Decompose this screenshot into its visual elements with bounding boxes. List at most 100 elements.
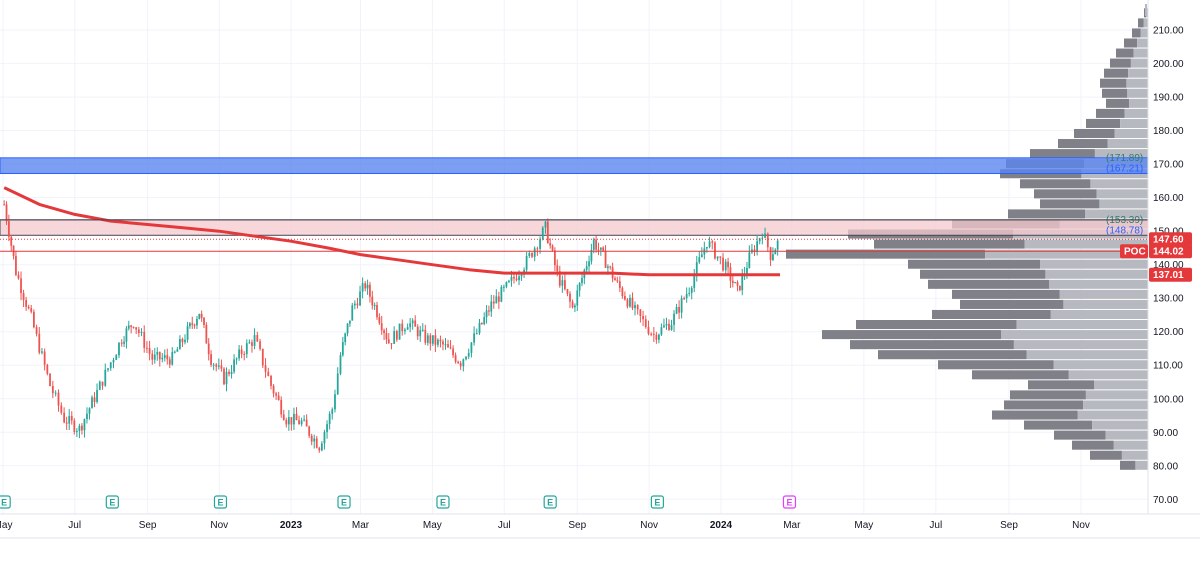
candle-body: [390, 343, 393, 345]
candle-body: [264, 365, 267, 372]
candlesticks: [3, 200, 779, 453]
candle-body: [642, 315, 644, 320]
candle-body: [764, 233, 766, 238]
candle-body: [483, 317, 486, 324]
horizontal-levels[interactable]: [0, 219, 1148, 252]
candle-body: [68, 415, 71, 424]
candle-body: [203, 317, 205, 326]
candle-body: [303, 419, 306, 421]
earnings-marker-box: [650, 495, 664, 509]
pink-zone-bottom-label: (148.78): [1106, 225, 1143, 236]
candle-body: [256, 335, 259, 342]
candle-body: [200, 313, 203, 318]
x-tick-label: Mar: [352, 520, 370, 531]
candle-body: [688, 292, 691, 294]
earnings-upcoming-marker[interactable]: E: [782, 495, 797, 509]
candle-body: [277, 395, 280, 400]
candle-body: [409, 323, 412, 328]
candle-body: [326, 424, 328, 433]
volume-profile-bar: [1138, 18, 1144, 28]
candle-body: [27, 306, 30, 309]
candle-body: [700, 254, 703, 258]
earnings-marker[interactable]: E: [650, 495, 664, 509]
candle-body: [426, 335, 429, 343]
candle-body: [454, 355, 457, 362]
blue-zone: [0, 157, 1149, 175]
price-label-box: [1149, 232, 1192, 247]
candle-body: [393, 331, 396, 344]
y-tick-label: 100.00: [1153, 394, 1184, 405]
y-tick-label: 160.00: [1153, 193, 1184, 204]
volume-profile-bar: [1030, 149, 1095, 159]
candle-body: [320, 443, 323, 451]
earnings-marker[interactable]: E: [543, 495, 557, 509]
candle-body: [680, 298, 683, 313]
earnings-marker[interactable]: E: [436, 495, 450, 509]
candle-body: [711, 241, 714, 243]
price-zones[interactable]: (171.89)(167.21)(153.39)(148.78): [0, 153, 1149, 236]
candle-body: [184, 339, 186, 343]
candle-body: [351, 305, 354, 321]
candle-body: [140, 332, 143, 334]
candle-body: [93, 397, 96, 402]
candle-body: [300, 420, 303, 425]
candle-body: [293, 413, 295, 425]
earnings-marker-box: [105, 495, 119, 509]
candle-body: [371, 296, 374, 306]
y-tick-label: 70.00: [1153, 495, 1178, 506]
moving-average-line: [3, 186, 780, 277]
candle-body: [756, 241, 759, 253]
candle-body: [10, 236, 13, 246]
candle-body: [308, 426, 311, 436]
candle-body: [772, 254, 774, 260]
candle-body: [272, 385, 275, 394]
candle-body: [670, 324, 673, 330]
candle-body: [243, 354, 246, 356]
candle-body: [137, 329, 140, 334]
candle-body: [233, 359, 235, 372]
volume-profile-bar-part: [1059, 289, 1148, 299]
candle-body: [683, 298, 686, 300]
candle-body: [478, 322, 481, 334]
candle-body: [416, 326, 419, 337]
volume-profile-bar: [1024, 420, 1093, 430]
candle-body: [449, 347, 452, 349]
volume-profile-bar: [1010, 390, 1086, 400]
candle-body: [65, 422, 68, 424]
candle-body: [7, 221, 10, 237]
candle-body: [120, 342, 123, 344]
candle-body: [290, 417, 293, 425]
volume-profile-bar: [1100, 78, 1127, 88]
earnings-marker[interactable]: E: [213, 495, 228, 509]
x-tick-label: Jul: [929, 520, 942, 531]
volume-profile-bar-part: [1113, 440, 1148, 450]
volume-profile-bar: [920, 269, 1046, 279]
candle-body: [447, 344, 449, 348]
candle-body: [328, 413, 331, 425]
candle-body: [571, 301, 574, 308]
earnings-marker[interactable]: E: [105, 495, 119, 509]
candle-body: [25, 299, 28, 307]
candle-body: [166, 355, 169, 360]
candle-body: [148, 348, 151, 354]
candle-body: [22, 293, 25, 300]
earnings-marker[interactable]: E: [337, 495, 351, 509]
candle-body: [395, 331, 398, 340]
candle-body: [467, 352, 470, 357]
candle-body: [727, 261, 729, 268]
earnings-marker[interactable]: E: [0, 495, 11, 509]
candle-body: [549, 243, 552, 246]
candle-body: [387, 339, 390, 344]
candle-body: [488, 310, 490, 312]
x-tick-label: Nov: [1072, 520, 1090, 531]
volume-profile-bar-part: [1013, 340, 1148, 350]
candle-body: [223, 368, 225, 385]
candle-body: [411, 320, 414, 324]
candle-body: [431, 335, 434, 344]
volume-profile-bar: [932, 309, 1051, 319]
volume-profile-bar-part: [1063, 299, 1148, 309]
